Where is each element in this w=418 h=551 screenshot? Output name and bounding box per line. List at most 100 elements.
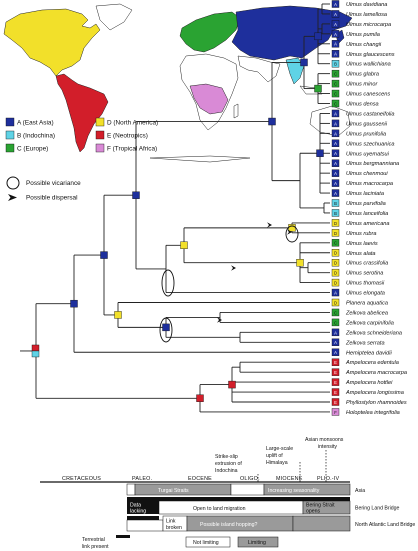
tip-area-code: A: [334, 151, 337, 156]
tip-area-code: E: [334, 380, 337, 385]
tip-area-box: [331, 308, 340, 317]
vicariance-oval-1: [285, 225, 299, 243]
tip-area-code: A: [334, 290, 337, 295]
taxon-label: Zelkova schneideriana: [345, 330, 402, 336]
tip-area-box: [331, 109, 340, 118]
bering-strait-segment: [302, 500, 351, 515]
asia-seasonality-segment: [263, 483, 351, 496]
tip-area-code: E: [334, 360, 337, 365]
tip-area-box: [331, 368, 340, 376]
timeline-legend: Terrestrial link present Not limiting Li…: [82, 535, 279, 550]
tip-area-box: [331, 239, 340, 247]
taxon-label: Ulmus macrocarpa: [346, 181, 393, 187]
tip-area-code: A: [334, 340, 337, 345]
taxon-label: Planera aquatica: [346, 301, 388, 307]
event-strike-slip-label-3: Indochina: [215, 468, 238, 474]
epoch-pliocene: PLIO.-IV: [317, 476, 339, 482]
taxon-label: Ulmus americana: [346, 221, 390, 227]
tip-area-box: [331, 408, 340, 416]
tip-area-code: A: [334, 330, 337, 335]
epoch-cretaceous: CRETACEOUS: [62, 476, 101, 482]
ancestral-area-box: [196, 394, 204, 402]
tip-area-box: [331, 179, 340, 187]
legend-label-F: F (Tropical Africa): [107, 146, 157, 153]
ancestral-area-box: [314, 32, 322, 41]
dispersal-arrows: [217, 222, 292, 323]
tip-area-box: [331, 288, 340, 297]
legend-dispersal: Possible dispersal: [8, 194, 78, 202]
map-antarctica: [149, 155, 251, 163]
vicariance-oval-3: [159, 317, 173, 343]
legend-label-A: A (East Asia): [17, 120, 54, 127]
tip-area-box: [331, 60, 340, 68]
tip-area-code: A: [334, 12, 337, 17]
legend-vicariance: Possible vicariance: [6, 176, 81, 190]
tip-area-box: [331, 0, 340, 8]
taxon-label: Phyllostylon rhamnoides: [346, 400, 407, 406]
taxon-label: Ampelocera longissima: [345, 390, 404, 396]
taxon-label: Ulmus laciniata: [346, 191, 384, 197]
tip-area-box: [331, 249, 340, 257]
map-greenland: [95, 3, 133, 31]
bering-strait-label-1: Bering Strait: [306, 503, 335, 509]
limiting-swatch: [237, 536, 279, 548]
taxon-label: Ulmus changii: [346, 42, 382, 48]
tip-area-code: D: [334, 221, 337, 226]
tip-area-box: [331, 358, 340, 366]
tip-area-code: A: [334, 191, 337, 196]
event-strike-slip-label-1: Strike-slip: [215, 454, 238, 460]
tip-area-box: [331, 328, 340, 337]
atlantic-link-label-1: Link: [166, 519, 176, 525]
tip-area-code: D: [334, 261, 337, 266]
tip-area-box: [331, 159, 340, 167]
dispersal-arrow-icon: [267, 222, 272, 228]
tip-area-box: [331, 139, 340, 148]
tip-area-box: [331, 318, 340, 327]
event-monsoon-label-2: intensity: [318, 444, 337, 450]
tip-area-code: A: [334, 32, 337, 37]
tip-area-code: A: [334, 22, 337, 27]
root-area-box-E: [31, 344, 40, 352]
taxon-label: Ulmus uyematsui: [346, 151, 390, 157]
tip-area-code: A: [334, 161, 337, 166]
tip-area-code: A: [334, 131, 337, 136]
tip-area-code: A: [334, 111, 337, 116]
tip-area-box: [331, 119, 340, 128]
tip-area-code: E: [334, 370, 337, 375]
taxon-label: Ulmus castaneifolia: [346, 111, 395, 117]
terrestrial-label-1: Terrestrial: [82, 537, 105, 543]
not-limiting-swatch: [185, 536, 231, 548]
root-area-box-B: [31, 350, 40, 358]
dispersal-arrow-icon: [231, 265, 236, 271]
tip-area-code: C: [334, 310, 337, 315]
tip-area-code: A: [334, 350, 337, 355]
tip-area-code: C: [334, 101, 337, 106]
limiting-label: Limiting: [248, 540, 266, 546]
taxon-label: Ulmus parvifolia: [346, 201, 386, 207]
tip-area-code: A: [334, 52, 337, 57]
tip-area-box: [331, 189, 340, 197]
epoch-oligocene: OLIGO.: [240, 476, 260, 482]
ancestral-area-box: [268, 117, 276, 126]
taxon-labels: Ulmus davidiana Ulmus lamellosa Ulmus micr…: [345, 2, 407, 416]
tip-area-code: C: [334, 72, 337, 77]
taxon-label: Ulmus szechuanica: [346, 141, 395, 147]
tip-area-box: [331, 229, 340, 237]
timeline-row-asia: Turgai Straits Increasing seasonality As…: [126, 483, 365, 496]
terrestrial-label-2: link present: [82, 544, 109, 550]
taxon-label: Hemiptelea davidii: [346, 350, 392, 356]
tip-area-box: [331, 50, 340, 58]
tip-area-code: B: [334, 62, 337, 67]
tip-area-box: [331, 298, 340, 307]
legend-item-F: F (Tropical Africa): [95, 143, 157, 153]
legend-vicariance-label: Possible vicariance: [26, 180, 81, 187]
tip-area-box: [331, 69, 340, 78]
geologic-timeline: Asian monsoons intensity Large-scale upl…: [40, 437, 415, 550]
ancestral-area-box: [132, 191, 140, 199]
taxon-label: Ulmus serotina: [346, 271, 383, 277]
tip-area-code: A: [334, 121, 337, 126]
taxon-label: Ulmus gaussenii: [346, 121, 388, 127]
tip-area-code: A: [334, 141, 337, 146]
map-north-america: [3, 8, 101, 77]
